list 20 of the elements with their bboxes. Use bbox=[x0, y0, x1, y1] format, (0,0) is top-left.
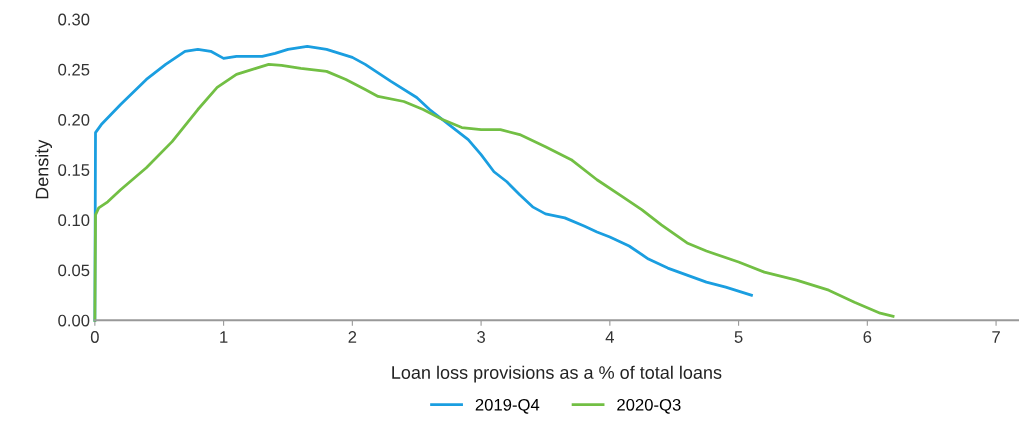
y-tick-label: 0.25 bbox=[58, 63, 90, 76]
x-tick-label: 1 bbox=[220, 331, 228, 343]
y-tick-label: 0.15 bbox=[58, 164, 90, 176]
y-tick-label: 0.30 bbox=[58, 13, 90, 26]
legend-label: 2019-Q4 bbox=[475, 398, 540, 414]
x-tick-label: 5 bbox=[734, 331, 743, 343]
y-tick-label: 0.00 bbox=[58, 314, 90, 327]
x-tick-label: 0 bbox=[90, 331, 99, 343]
x-tick-label: 2 bbox=[348, 331, 357, 343]
y-axis-title: Density bbox=[35, 139, 53, 199]
x-tick-label: 7 bbox=[992, 331, 1000, 343]
y-tick-label: 0.05 bbox=[58, 264, 90, 277]
legend-label: 2020-Q3 bbox=[617, 398, 681, 414]
y-tick-label: 0.10 bbox=[58, 214, 90, 227]
x-tick-label: 4 bbox=[605, 331, 614, 343]
line-series bbox=[93, 62, 895, 322]
x-axis-title: Loan loss provisions as a % of total loans bbox=[392, 365, 722, 383]
y-tick-label: 0.20 bbox=[58, 113, 90, 126]
x-tick-label: 6 bbox=[863, 331, 872, 343]
x-tick-label: 3 bbox=[477, 331, 485, 343]
